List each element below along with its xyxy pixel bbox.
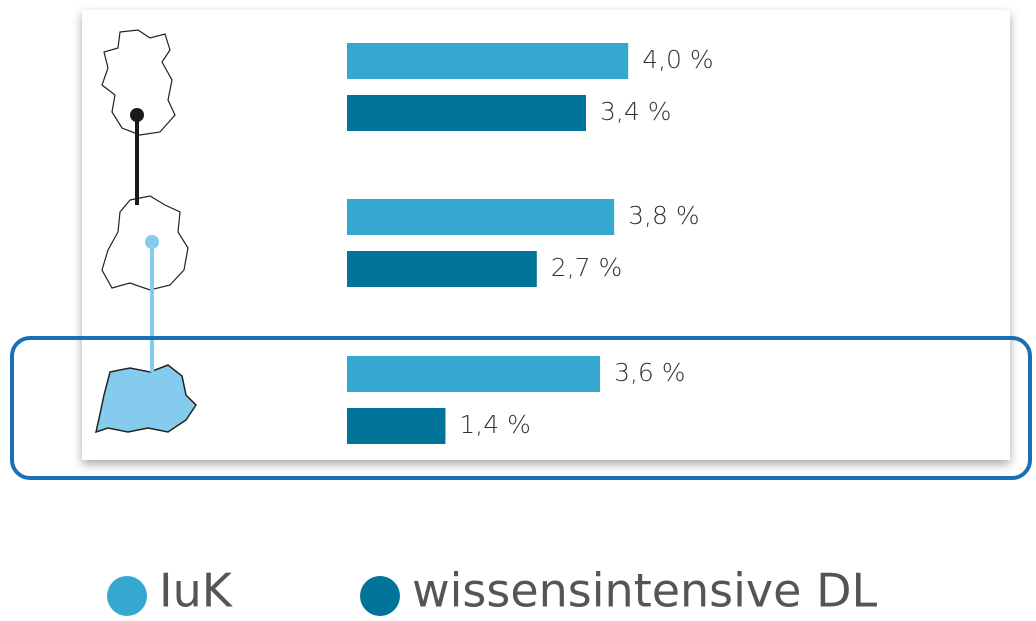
bar <box>347 251 537 287</box>
highlight-box <box>10 336 1032 480</box>
value-label: 3,4 % <box>600 97 671 126</box>
value-label: 1,4 % <box>459 410 530 439</box>
value-label: 4,0 % <box>642 45 713 74</box>
bar <box>347 199 615 235</box>
map-germany <box>101 29 176 136</box>
connector-dot <box>145 235 159 249</box>
bar <box>347 95 587 131</box>
bar <box>347 408 446 444</box>
value-label: 2,7 % <box>551 253 622 282</box>
map-region <box>94 364 197 434</box>
value-label: 3,8 % <box>628 201 699 230</box>
legend-swatch <box>107 576 147 616</box>
connector-dot <box>130 108 144 122</box>
legend-label: IuK <box>159 564 234 618</box>
value-label: 3,6 % <box>614 358 685 387</box>
bar <box>347 43 629 79</box>
legend-label: wissensintensive DL <box>412 564 877 618</box>
legend-swatch <box>360 576 400 616</box>
map-bw <box>101 195 189 291</box>
bar <box>347 356 601 392</box>
